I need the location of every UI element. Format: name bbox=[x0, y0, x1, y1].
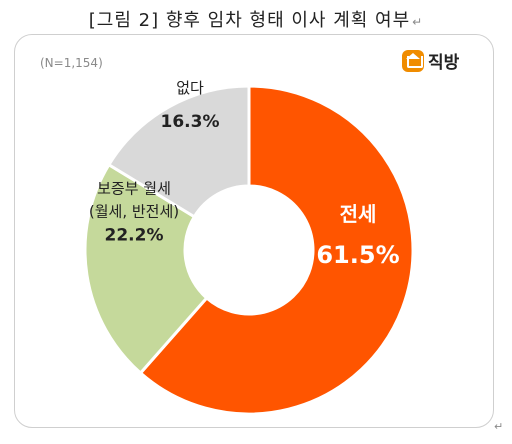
slice-value-3: 16.3% bbox=[161, 112, 220, 132]
slice-value-1: 61.5% bbox=[316, 241, 399, 269]
slice-label-1: 전세 bbox=[340, 202, 377, 226]
sample-size-note: (N=1,154) bbox=[40, 56, 103, 70]
chart-title-text: [그림 2] 향후 임차 형태 이사 계획 여부 bbox=[88, 10, 411, 31]
footer-return-mark-icon: ↵ bbox=[494, 420, 504, 433]
slice-label-2: (월세, 반전세) bbox=[89, 203, 179, 221]
chart-title: [그림 2] 향후 임차 형태 이사 계획 여부 ↵ bbox=[0, 6, 512, 32]
logo-text: 직방 bbox=[428, 53, 460, 73]
slice-label-2: 보증부 월세 bbox=[97, 180, 171, 198]
donut-slice-1 bbox=[138, 84, 415, 416]
slice-label-3: 없다 bbox=[176, 79, 204, 97]
zigbang-logo: 직방 bbox=[402, 48, 459, 73]
donut-slice-2 bbox=[83, 162, 209, 376]
donut-slice-3 bbox=[106, 84, 251, 219]
slice-value-2: 22.2% bbox=[105, 226, 164, 246]
return-mark-icon: ↵ bbox=[412, 15, 424, 29]
house-icon bbox=[402, 49, 424, 72]
